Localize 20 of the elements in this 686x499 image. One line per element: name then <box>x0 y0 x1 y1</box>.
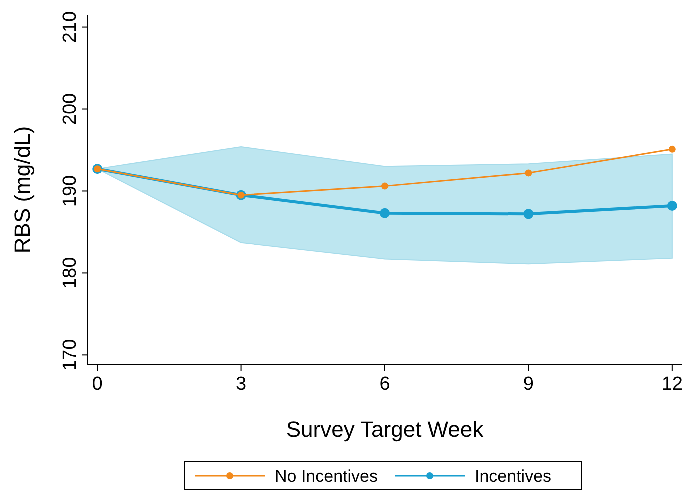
y-tick-label: 180 <box>60 257 81 290</box>
point <box>668 146 676 153</box>
y-tick-label: 200 <box>60 93 81 126</box>
y-tick-label: 210 <box>60 11 81 44</box>
point <box>382 182 388 190</box>
x-tick-label: 12 <box>662 374 683 395</box>
point <box>667 200 678 211</box>
point <box>524 209 534 220</box>
y-tick-label: 170 <box>60 339 81 372</box>
x-axis-title: Survey Target Week <box>286 417 485 442</box>
y-tick-label: 190 <box>60 175 81 208</box>
point <box>525 170 532 177</box>
x-tick-label: 6 <box>380 374 390 395</box>
legend-label: No Incentives <box>275 467 378 486</box>
x-tick-label: 9 <box>523 374 534 395</box>
x-tick-label: 3 <box>236 374 247 395</box>
y-axis-title: RBS (mg/dL) <box>10 126 35 254</box>
point <box>380 208 390 218</box>
legend-label: Incentives <box>475 467 552 486</box>
x-tick-label: 0 <box>92 374 103 395</box>
